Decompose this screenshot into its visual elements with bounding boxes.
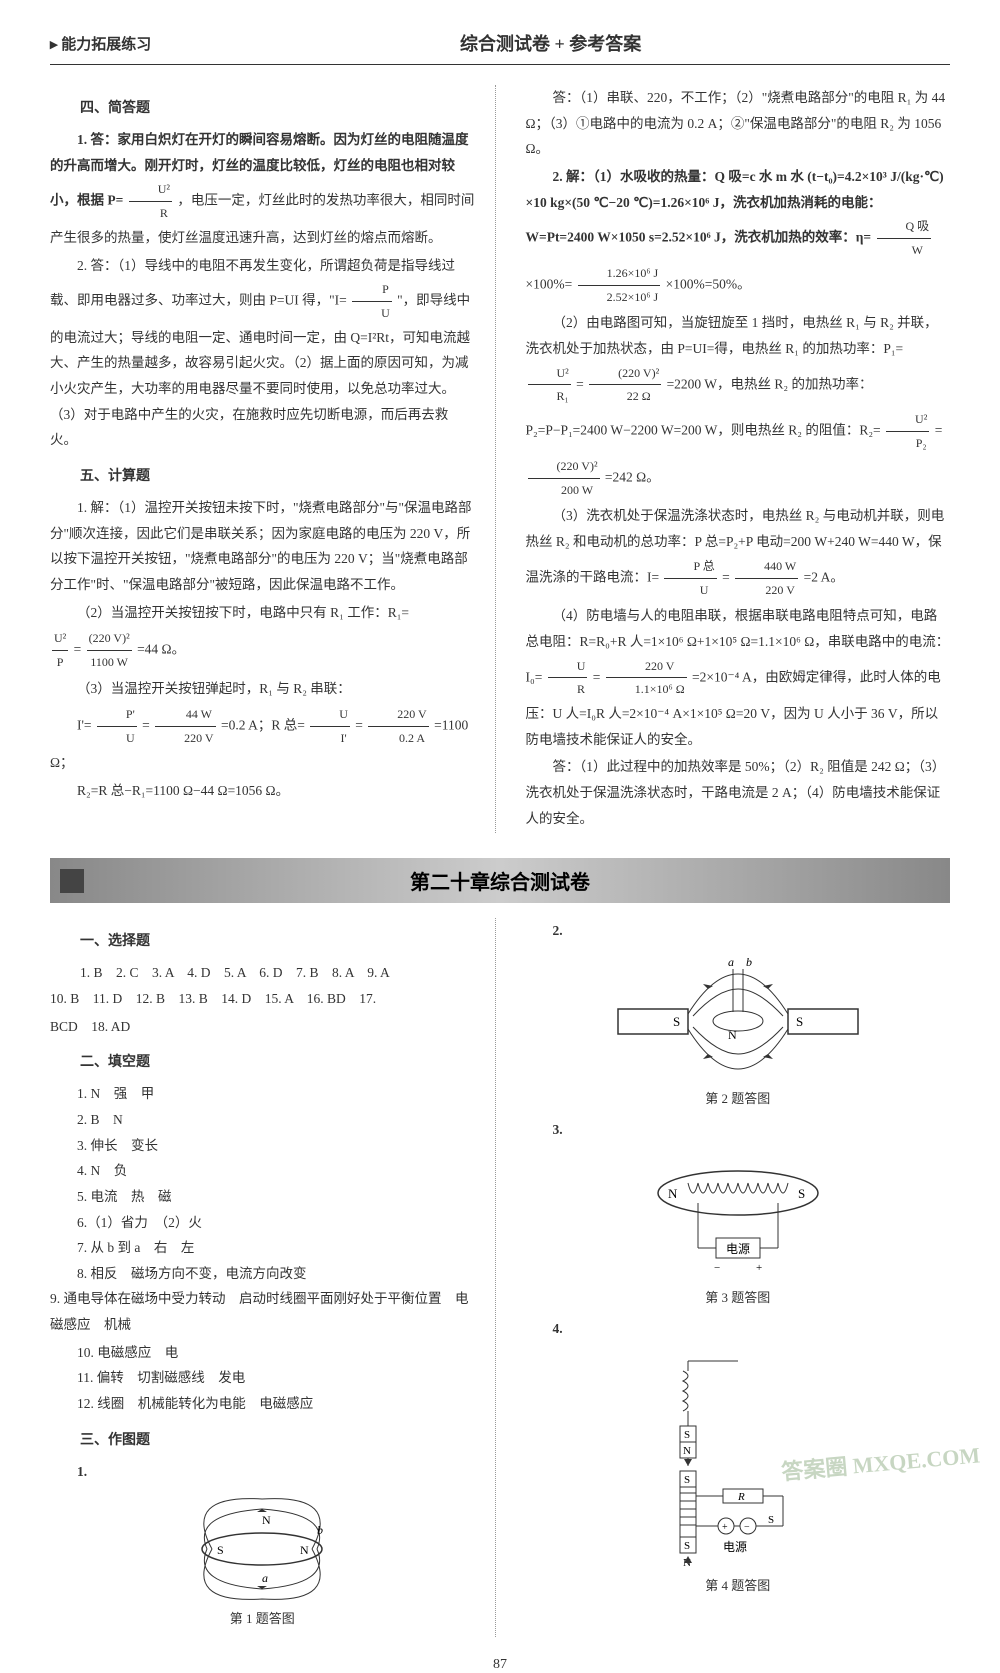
q2-2: （2）由电路图可知，当旋钮旋至 1 挡时，电热丝 R₁ 与 R₂ 并联，洗衣机处…	[526, 310, 951, 501]
draw-title: 三、作图题	[80, 1429, 475, 1449]
frac-220-1100: (220 V)²1100 W	[87, 627, 132, 674]
fill-7: 7. 从 b 到 a 右 左	[50, 1235, 475, 1261]
svg-text:+: +	[756, 1262, 762, 1274]
fill-2: 2. B N	[50, 1107, 475, 1133]
q5-1-1: 1. 解：（1）温控开关按钮未按下时，"烧煮电路部分"与"保温电路部分"顺次连接…	[50, 495, 475, 598]
frac-up: U²P	[52, 627, 68, 674]
q4-1: 1. 答：家用白炽灯在开灯的瞬间容易熔断。因为灯丝的电阻随温度的升高而增大。刚开…	[50, 127, 475, 251]
header-left: ▸ 能力拓展练习	[50, 33, 151, 54]
magnet-field-diagram: S N N b a	[162, 1494, 362, 1604]
q2-3: （3）洗衣机处于保温洗涤状态时，电热丝 R₂ 与电动机并联，则电热丝 R₂ 和电…	[526, 503, 951, 601]
svg-text:S: S	[796, 1014, 803, 1029]
diagram-3: N S 电源 − + 第 3 题答图	[526, 1153, 951, 1306]
section-4-title: 四、简答题	[80, 97, 475, 117]
svg-text:N: N	[262, 1513, 271, 1527]
svg-text:b: b	[746, 955, 752, 969]
svg-text:N: N	[683, 1445, 691, 1457]
frac-ur: U²R	[129, 178, 172, 225]
fill-1: 1. N 强 甲	[50, 1081, 475, 1107]
sel-ans-1: 1. B 2. C 3. A 4. D 5. A 6. D 7. B 8. A …	[80, 960, 475, 986]
solenoid-diagram: N S 电源 − +	[618, 1153, 858, 1283]
bottom-left-column: 一、选择题 1. B 2. C 3. A 4. D 5. A 6. D 7. B…	[50, 918, 496, 1637]
svg-text:−: −	[744, 1522, 750, 1533]
page-header: ▸ 能力拓展练习 综合测试卷 + 参考答案	[50, 30, 950, 65]
q5-1-2-a: （2）当温控开关按钮按下时，电路中只有 R₁ 工作：R₁=	[77, 605, 409, 620]
fill-10: 10. 电磁感应 电	[50, 1340, 475, 1366]
fill-title: 二、填空题	[80, 1051, 475, 1071]
svg-text:R: R	[737, 1491, 745, 1503]
fill-12: 12. 线圈 机械能转化为电能 电磁感应	[50, 1391, 475, 1417]
sel-ans-2: 10. B 11. D 12. B 13. B 14. D 15. A 16. …	[50, 986, 475, 1012]
q4-2-a: 2. 答：（1）导线中的电阻不再发生变化，所谓超负荷是指导线过载、即用电器过多、…	[50, 258, 455, 308]
fill-8: 8. 相反 磁场方向不变，电流方向改变	[50, 1261, 475, 1287]
header-title: 综合测试卷 + 参考答案	[151, 30, 950, 56]
q3-label: 3.	[526, 1117, 951, 1143]
sel-ans-3: BCD 18. AD	[50, 1014, 475, 1040]
bottom-right-column: 2. S S N a b 第 2 题	[526, 918, 951, 1637]
svg-text:电源: 电源	[726, 1242, 750, 1256]
svg-text:N: N	[728, 1028, 737, 1042]
section-5-title: 五、计算题	[80, 465, 475, 485]
svg-text:N: N	[300, 1543, 309, 1557]
svg-text:b: b	[317, 1523, 323, 1537]
q2-label: 2.	[526, 918, 951, 944]
top-left-column: 四、简答题 1. 答：家用白炽灯在开灯的瞬间容易熔断。因为灯丝的电阻随温度的升高…	[50, 85, 496, 833]
cap-4: 第 4 题答图	[526, 1575, 951, 1594]
cap-1: 第 1 题答图	[50, 1608, 475, 1627]
svg-text:S: S	[768, 1514, 774, 1526]
chapter-banner: 第二十章综合测试卷	[50, 858, 950, 903]
bottom-columns: 一、选择题 1. B 2. C 3. A 4. D 5. A 6. D 7. B…	[50, 918, 950, 1637]
page-number: 87	[50, 1657, 950, 1673]
svg-text:N: N	[668, 1186, 678, 1201]
q5-1-2: （2）当温控开关按钮按下时，电路中只有 R₁ 工作：R₁=	[50, 600, 475, 626]
svg-text:S: S	[684, 1540, 690, 1552]
ans-summary-2: 答：（1）此过程中的加热效率是 50%；（2）R₂ 阻值是 242 Ω；（3）洗…	[526, 754, 951, 831]
q1-label: 1.	[50, 1459, 475, 1485]
diagram-2: S S N a b 第 2 题答图	[526, 954, 951, 1107]
svg-text:电源: 电源	[723, 1540, 747, 1554]
top-columns: 四、简答题 1. 答：家用白炽灯在开灯的瞬间容易熔断。因为灯丝的电阻随温度的升高…	[50, 85, 950, 833]
q4-label: 4.	[526, 1316, 951, 1342]
q2-1: 2. 解：（1）水吸收的热量：Q 吸=c 水 m 水 (t−t₀)=4.2×10…	[526, 164, 951, 308]
fill-5: 5. 电流 热 磁	[50, 1184, 475, 1210]
fill-3: 3. 伸长 变长	[50, 1133, 475, 1159]
q5-1-4: R₂=R 总−R₁=1100 Ω−44 Ω=1056 Ω。	[50, 778, 475, 804]
svg-text:−: −	[714, 1262, 720, 1274]
svg-text:a: a	[262, 1571, 268, 1585]
q2-4: （4）防电墙与人的电阻串联，根据串联电路电阻特点可知，电路总电阻：R=R₀+R …	[526, 603, 951, 752]
two-magnets-diagram: S S N a b	[598, 954, 878, 1084]
svg-text:S: S	[217, 1543, 224, 1557]
cap-3: 第 3 题答图	[526, 1287, 951, 1306]
diagram-1: S N N b a 第 1 题答图	[50, 1494, 475, 1627]
q5-1-2-tail: =44 Ω。	[137, 642, 185, 657]
fill-9: 9. 通电导体在磁场中受力转动 启动时线圈平面刚好处于平衡位置 电磁感应 机械	[50, 1286, 475, 1337]
sel-title: 一、选择题	[80, 930, 475, 950]
ans-summary-1: 答：（1）串联、220，不工作；（2）"烧煮电路部分"的电阻 R₁ 为 44 Ω…	[526, 85, 951, 162]
q4-2: 2. 答：（1）导线中的电阻不再发生变化，所谓超负荷是指导线过载、即用电器过多、…	[50, 253, 475, 453]
svg-text:S: S	[673, 1014, 680, 1029]
q5-1-3-eq: I'= P'U = 44 W220 V =0.2 A；R 总= UI' = 22…	[50, 703, 475, 775]
svg-text:S: S	[684, 1429, 690, 1441]
fill-4: 4. N 负	[50, 1158, 475, 1184]
cap-2: 第 2 题答图	[526, 1088, 951, 1107]
q5-1-3: （3）当温控开关按钮弹起时，R₁ 与 R₂ 串联：	[50, 676, 475, 702]
svg-text:a: a	[728, 955, 734, 969]
svg-text:S: S	[684, 1474, 690, 1486]
fill-11: 11. 偏转 切割磁感线 发电	[50, 1365, 475, 1391]
q4-2-b: "，即导线中的电流过大；导线的电阻一定、通电时间一定，由 Q=I²Rt，可知电流…	[50, 293, 470, 448]
svg-text:S: S	[798, 1186, 805, 1201]
svg-text:+: +	[722, 1522, 728, 1533]
top-right-column: 答：（1）串联、220，不工作；（2）"烧煮电路部分"的电阻 R₁ 为 44 Ω…	[526, 85, 951, 833]
frac-pu: PU	[352, 278, 392, 325]
q5-1-2-eq: U²P = (220 V)²1100 W =44 Ω。	[50, 627, 475, 674]
fill-6: 6.（1）省力 （2）火	[50, 1210, 475, 1236]
